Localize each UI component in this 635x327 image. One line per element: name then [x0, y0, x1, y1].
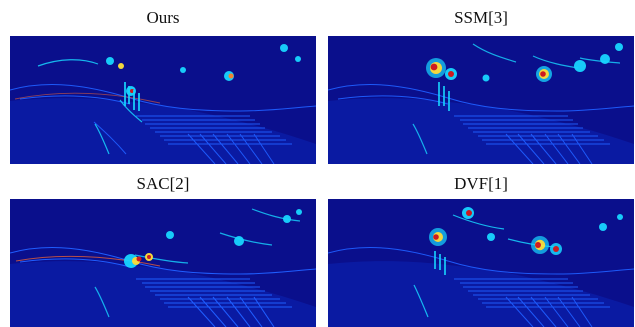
- error-map-ssm-svg: [328, 36, 634, 164]
- error-map-ours: [10, 36, 316, 164]
- error-map-sac-svg: [10, 199, 316, 327]
- error-map-sac: [10, 199, 316, 327]
- error-map-dvf: [328, 199, 634, 327]
- panel-caption-sac: SAC[2]: [136, 174, 190, 193]
- panel-caption-ssm: SSM[3]: [454, 8, 508, 27]
- error-map-ours-svg: [10, 36, 316, 164]
- error-map-dvf-svg: [328, 199, 634, 327]
- error-map-ssm: [328, 36, 634, 164]
- panel-caption-dvf: DVF[1]: [454, 174, 508, 193]
- panel-caption-ours: Ours: [146, 8, 180, 27]
